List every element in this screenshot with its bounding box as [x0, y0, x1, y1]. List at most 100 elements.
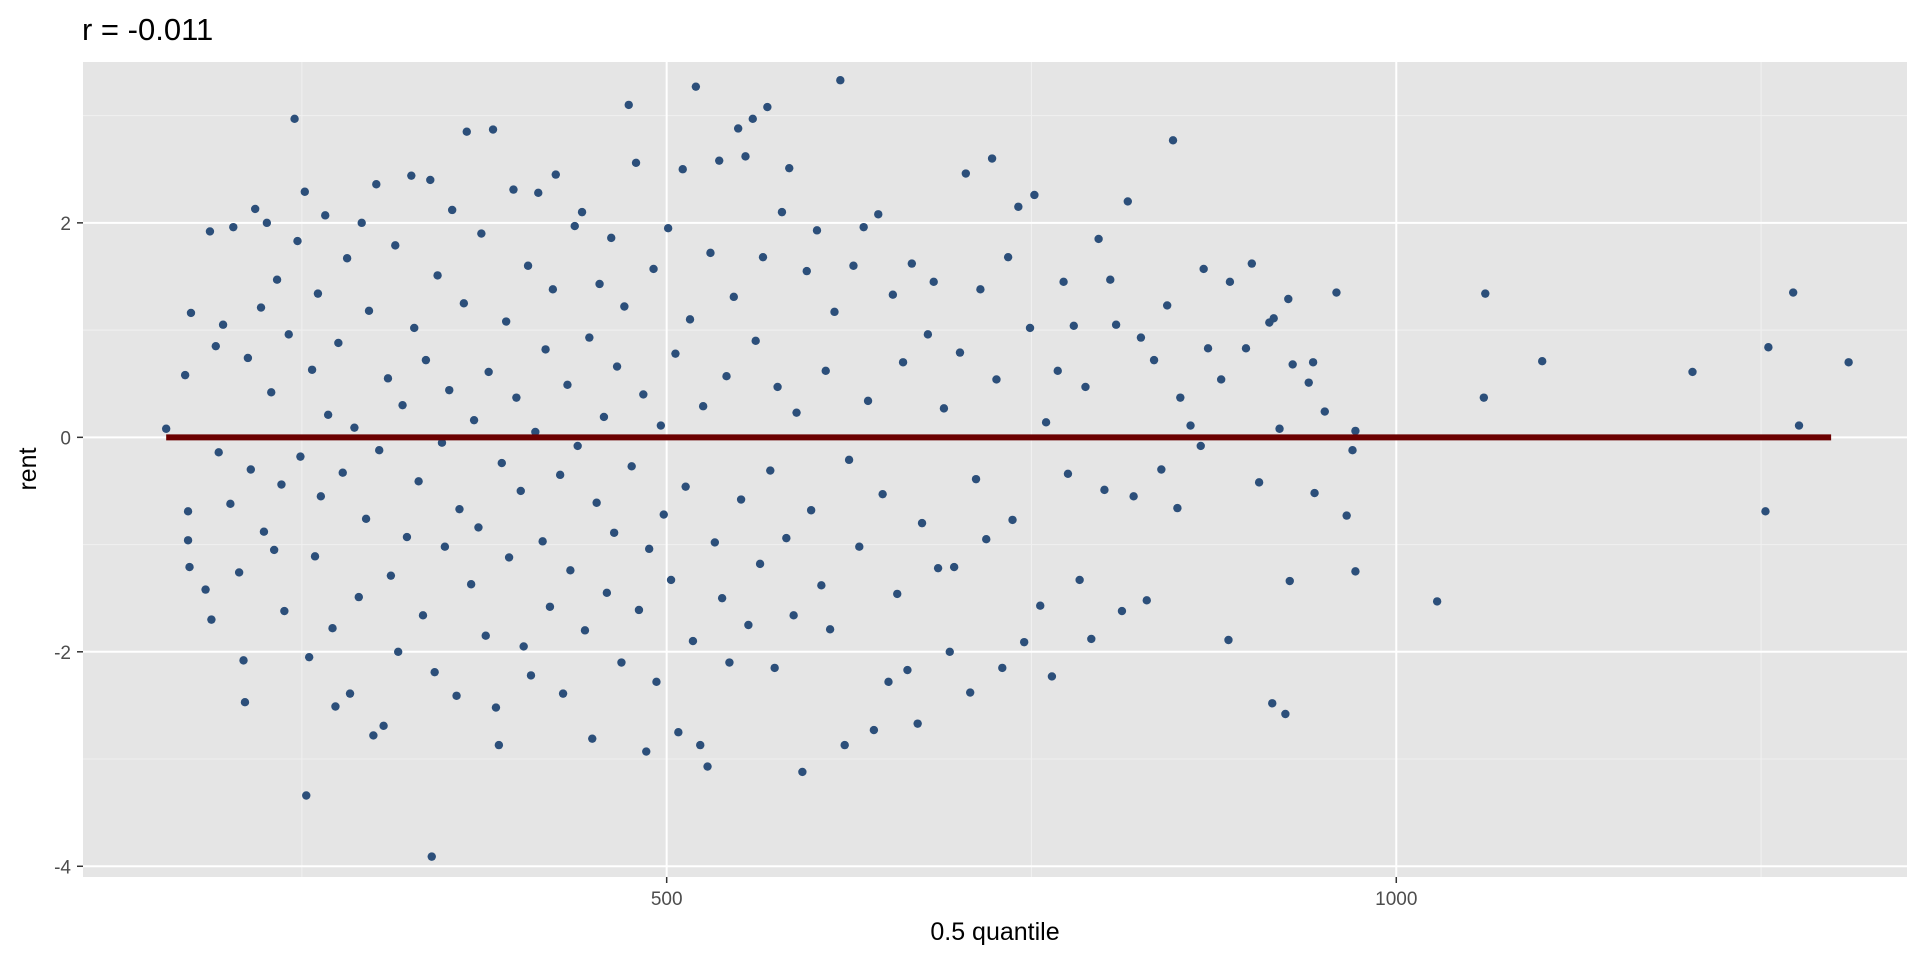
- data-point: [1241, 344, 1251, 353]
- data-point: [639, 390, 648, 399]
- data-point: [792, 408, 801, 417]
- data-point: [656, 421, 666, 430]
- data-point: [440, 542, 450, 551]
- data-point: [884, 677, 893, 687]
- data-point: [566, 566, 575, 575]
- data-point: [1173, 503, 1182, 513]
- data-point: [624, 100, 633, 110]
- data-point: [361, 514, 371, 524]
- data-point: [836, 76, 845, 85]
- data-point: [1111, 320, 1121, 329]
- data-point: [277, 480, 286, 489]
- data-point: [421, 355, 431, 365]
- data-point: [280, 606, 289, 616]
- data-point: [1688, 367, 1697, 377]
- data-point: [644, 544, 654, 554]
- data-point: [1081, 382, 1090, 392]
- data-point: [501, 317, 511, 326]
- data-point: [1225, 277, 1235, 287]
- data-point: [310, 552, 320, 561]
- data-point: [971, 474, 981, 484]
- data-point: [659, 510, 668, 519]
- data-point: [976, 285, 985, 294]
- data-point: [558, 689, 568, 698]
- data-point: [652, 677, 661, 687]
- data-point: [331, 702, 340, 711]
- data-point: [555, 470, 565, 480]
- data-point: [1129, 492, 1138, 501]
- data-point: [1014, 202, 1023, 211]
- data-point: [1332, 288, 1341, 297]
- data-point: [497, 458, 506, 468]
- data-point: [321, 211, 330, 220]
- data-point: [1008, 515, 1017, 525]
- data-point: [1106, 275, 1115, 284]
- data-point: [243, 353, 253, 363]
- data-point: [898, 358, 908, 367]
- data-point: [717, 593, 727, 603]
- data-point: [509, 185, 518, 194]
- data-point: [1186, 421, 1195, 430]
- data-point: [1075, 575, 1084, 585]
- data-point: [1149, 355, 1159, 365]
- data-point: [302, 791, 311, 800]
- data-point: [933, 563, 943, 573]
- data-point: [474, 523, 483, 532]
- data-point: [840, 740, 849, 750]
- plot-panel: [83, 62, 1907, 877]
- data-point: [459, 299, 469, 308]
- data-point: [296, 452, 305, 461]
- data-point: [338, 468, 347, 477]
- data-point: [1254, 478, 1264, 487]
- data-point: [410, 323, 419, 333]
- y-axis-title: rent: [14, 447, 42, 490]
- data-point: [1019, 637, 1029, 647]
- data-point: [874, 210, 883, 219]
- data-point: [1123, 197, 1132, 206]
- data-point: [844, 455, 854, 465]
- data-point: [426, 175, 435, 185]
- data-point: [183, 536, 193, 545]
- data-point: [1203, 344, 1213, 353]
- data-point: [284, 330, 293, 339]
- data-point: [1053, 366, 1062, 376]
- data-point: [987, 154, 997, 163]
- data-point: [1284, 294, 1293, 304]
- data-point: [703, 762, 712, 771]
- data-point: [494, 740, 504, 750]
- data-point: [789, 611, 798, 620]
- data-point: [250, 204, 260, 214]
- data-point: [1030, 190, 1039, 200]
- data-point: [585, 333, 594, 342]
- data-point: [1351, 426, 1360, 436]
- data-point: [917, 518, 927, 528]
- data-point: [481, 631, 490, 640]
- data-point: [710, 538, 720, 547]
- data-point: [293, 236, 302, 246]
- data-point: [433, 271, 442, 280]
- data-point: [491, 703, 501, 712]
- data-point: [1844, 358, 1853, 367]
- data-point: [414, 477, 423, 486]
- data-point: [427, 852, 436, 861]
- data-point: [545, 602, 555, 611]
- data-point: [246, 465, 256, 474]
- data-point: [375, 445, 384, 455]
- data-point: [766, 466, 775, 475]
- data-point: [1136, 333, 1146, 342]
- data-point: [402, 532, 412, 542]
- data-point: [383, 374, 393, 383]
- data-point: [685, 315, 695, 324]
- data-point: [1003, 252, 1013, 262]
- data-point: [715, 156, 724, 165]
- data-point: [1288, 360, 1297, 369]
- data-point: [386, 571, 396, 580]
- data-point: [229, 222, 238, 232]
- data-point: [1304, 378, 1313, 387]
- data-point: [812, 226, 822, 235]
- data-point: [512, 393, 521, 402]
- data-point: [802, 266, 811, 276]
- data-point: [1100, 485, 1109, 495]
- data-point: [674, 728, 683, 737]
